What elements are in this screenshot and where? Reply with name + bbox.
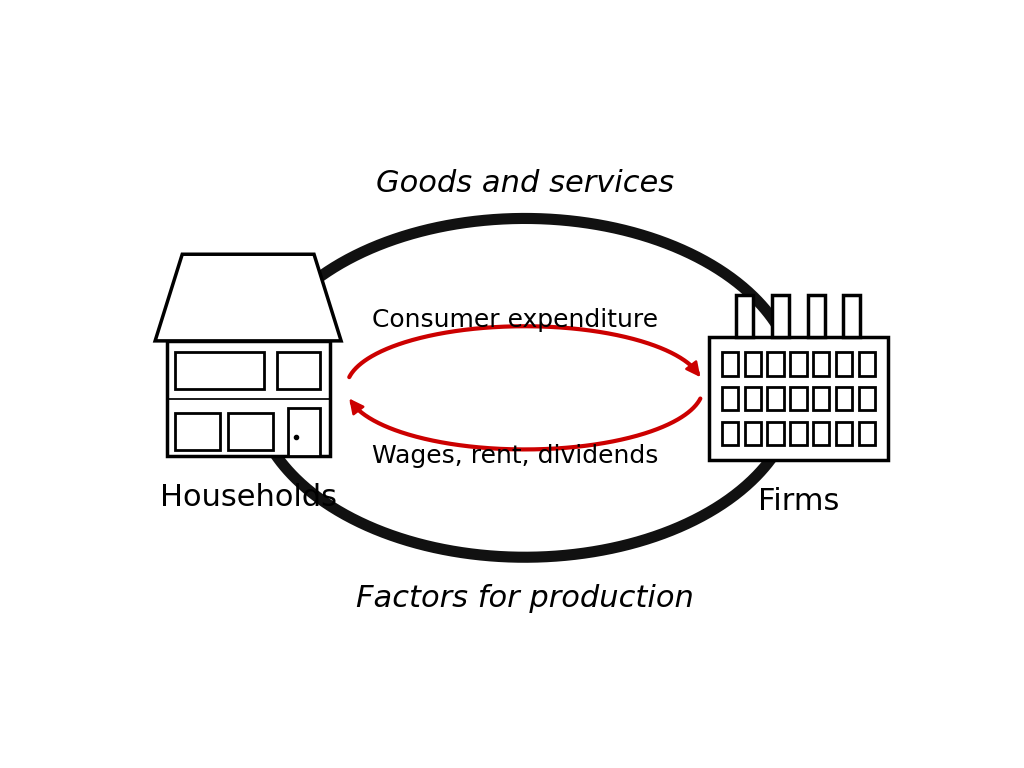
Bar [278, 353, 319, 389]
Bar [710, 337, 888, 460]
Bar [722, 387, 738, 410]
Polygon shape [155, 254, 341, 341]
Bar [288, 408, 321, 456]
Text: Goods and services: Goods and services [376, 168, 674, 197]
Text: Consumer expenditure: Consumer expenditure [373, 308, 658, 332]
Text: Households: Households [160, 483, 337, 512]
Text: Factors for production: Factors for production [356, 584, 693, 614]
Bar [167, 341, 330, 456]
Bar [858, 387, 874, 410]
Bar [836, 352, 852, 376]
Bar [744, 387, 761, 410]
Bar [813, 422, 829, 445]
Bar [813, 387, 829, 410]
Bar [744, 352, 761, 376]
Bar [722, 422, 738, 445]
Bar [722, 352, 738, 376]
Bar [736, 295, 754, 337]
Bar [767, 387, 783, 410]
Bar [744, 422, 761, 445]
Bar [844, 295, 860, 337]
Bar [808, 295, 824, 337]
Bar [767, 422, 783, 445]
Bar [813, 352, 829, 376]
Bar [791, 387, 807, 410]
Bar [772, 295, 790, 337]
Bar [767, 352, 783, 376]
Bar [858, 352, 874, 376]
Bar [174, 413, 220, 450]
Bar [791, 422, 807, 445]
Text: Wages, rent, dividends: Wages, rent, dividends [373, 445, 658, 468]
Bar [791, 352, 807, 376]
Text: Firms: Firms [758, 487, 839, 516]
Bar [836, 387, 852, 410]
Bar [174, 353, 264, 389]
Bar [836, 422, 852, 445]
Bar [227, 413, 273, 450]
Bar [858, 422, 874, 445]
